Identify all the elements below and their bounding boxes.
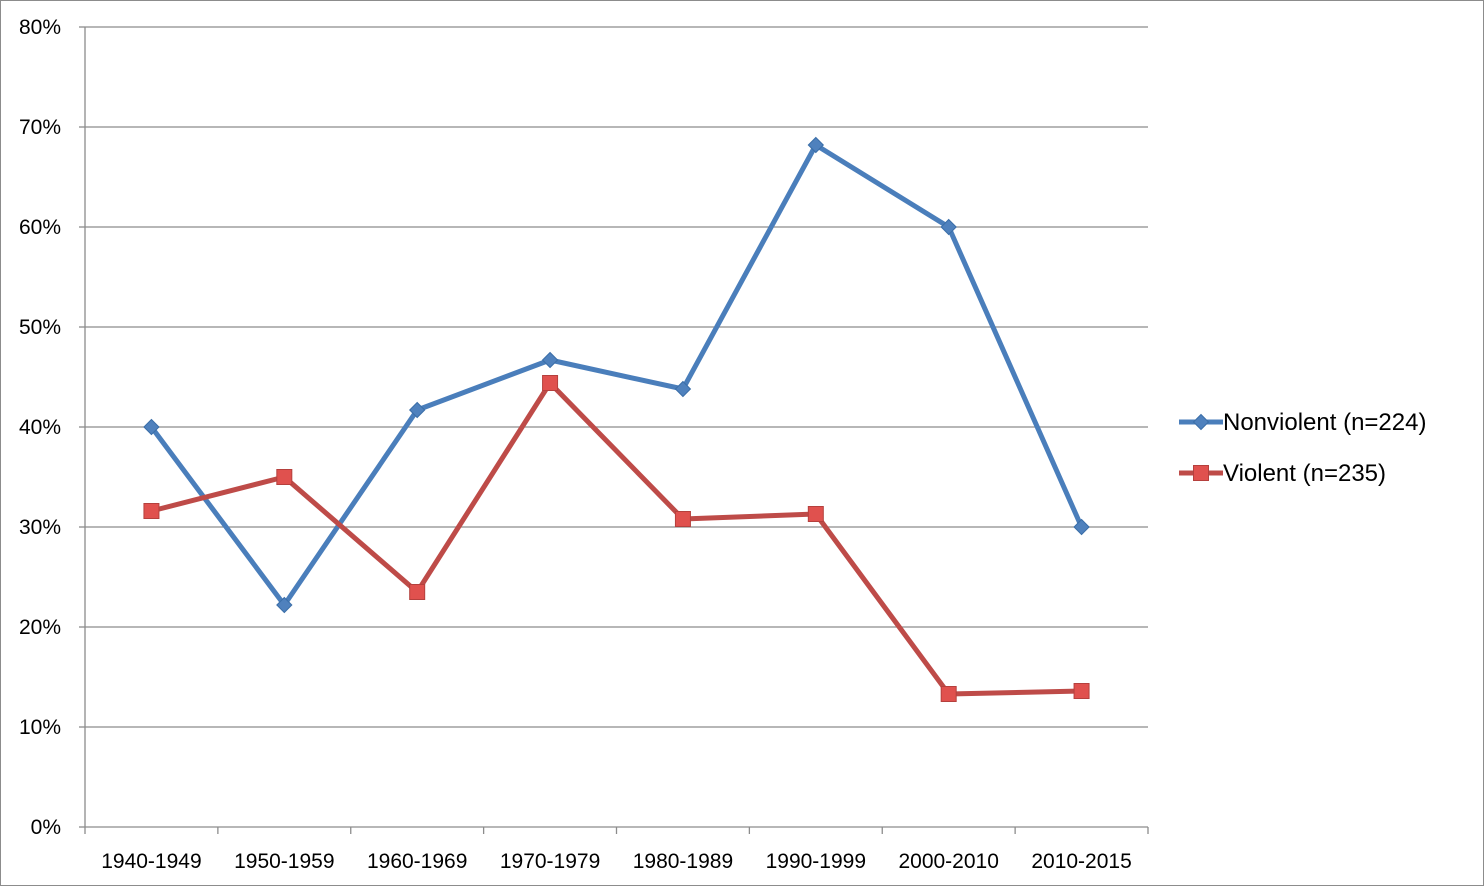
x-tick-label: 2000-2010 (898, 850, 998, 873)
legend: Nonviolent (n=224) Violent (n=235) (1179, 409, 1426, 487)
data-point (542, 375, 559, 391)
legend-marker (1192, 413, 1210, 431)
legend-label: Nonviolent (n=224) (1223, 409, 1426, 436)
data-point (1073, 683, 1090, 699)
x-tick-label: 1980-1989 (633, 850, 733, 873)
data-point (409, 584, 426, 600)
data-point (143, 503, 160, 519)
legend-item: Violent (n=235) (1179, 460, 1386, 487)
data-point (276, 469, 293, 485)
data-point (807, 506, 824, 522)
data-point (541, 351, 559, 369)
series (143, 136, 1090, 702)
legend-item: Nonviolent (n=224) (1179, 409, 1426, 436)
legend-label: Violent (n=235) (1223, 460, 1386, 487)
data-point (674, 511, 691, 527)
x-tick-label: 2010-2015 (1031, 850, 1131, 873)
data-point (807, 136, 825, 154)
data-point (940, 686, 957, 702)
y-tick-label: 0% (31, 816, 61, 839)
x-tick-label: 1950-1959 (234, 850, 334, 873)
y-tick-label: 40% (19, 416, 61, 439)
y-tick-label: 80% (19, 16, 61, 39)
axes (79, 26, 1149, 834)
data-point (674, 380, 692, 398)
y-tick-label: 30% (19, 516, 61, 539)
data-point (408, 401, 426, 419)
data-point (940, 218, 957, 236)
legend-marker (1193, 465, 1209, 481)
y-tick-label: 10% (19, 716, 61, 739)
x-tick-label: 1960-1969 (367, 850, 467, 873)
x-axis-tick-labels: 1940-1949 1950-1959 1960-1969 1970-1979 1980… (101, 850, 1132, 873)
data-point (1073, 518, 1090, 536)
series-line (148, 380, 1085, 697)
y-tick-label: 60% (19, 216, 61, 239)
y-axis-tick-labels: 0% 10% 20% 30% 40% 50% 60% 70% 80% (19, 16, 61, 839)
series-1 (143, 375, 1090, 702)
x-tick-label: 1990-1999 (766, 850, 866, 873)
y-tick-label: 20% (19, 616, 61, 639)
data-point (276, 596, 293, 614)
y-tick-label: 70% (19, 116, 61, 139)
gridlines (85, 26, 1148, 728)
data-point (143, 418, 160, 436)
y-tick-label: 50% (19, 316, 61, 339)
x-tick-label: 1970-1979 (500, 850, 600, 873)
series-line (148, 142, 1085, 608)
x-tick-label: 1940-1949 (101, 850, 201, 873)
series-0 (143, 136, 1090, 614)
